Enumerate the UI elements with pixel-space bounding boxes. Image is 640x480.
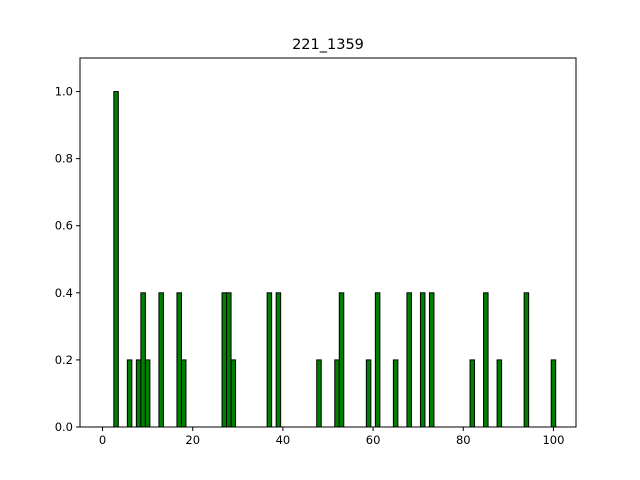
plot-frame <box>79 57 577 428</box>
bar-82 <box>469 359 476 428</box>
bar-88 <box>496 359 503 428</box>
bar-13 <box>158 292 164 428</box>
bar-52 <box>334 359 340 428</box>
y-tick-label: 0.4 <box>55 286 73 300</box>
x-tick-label: 100 <box>542 433 564 447</box>
bar-39 <box>275 292 282 428</box>
x-tick-label: 60 <box>366 433 381 447</box>
y-tick-label: 1.0 <box>55 85 73 99</box>
bar-6 <box>126 359 133 428</box>
x-axis-ticks: 0 20 40 60 80 100 <box>99 427 564 447</box>
bar-61 <box>374 292 381 428</box>
x-tick-label: 0 <box>99 433 106 447</box>
bar-100 <box>550 359 557 428</box>
bar-28 <box>226 292 232 428</box>
y-tick-label: 0.0 <box>55 420 73 434</box>
bar-65 <box>392 359 399 428</box>
bar-9 <box>140 292 146 428</box>
bar-18 <box>180 359 187 428</box>
bar-48 <box>316 359 322 428</box>
bar-73 <box>428 292 435 428</box>
bar-94 <box>523 292 530 428</box>
x-tick-label: 20 <box>185 433 200 447</box>
y-tick-label: 0.6 <box>55 219 73 233</box>
y-axis-ticks: 0.0 0.2 0.4 0.6 0.8 1.0 <box>55 85 80 434</box>
x-tick-label: 40 <box>276 433 291 447</box>
bar-3 <box>113 91 119 428</box>
bar-10 <box>144 359 151 428</box>
bar-37 <box>266 292 273 428</box>
bar-29 <box>230 359 237 428</box>
bar-8 <box>135 359 142 428</box>
chart-title: 221_1359 <box>292 37 364 53</box>
bar-27 <box>221 292 228 428</box>
x-tick-label: 80 <box>456 433 471 447</box>
y-tick-label: 0.8 <box>55 152 73 166</box>
bar-17 <box>176 292 182 428</box>
bar-59 <box>365 359 372 428</box>
y-tick-label: 0.2 <box>55 353 73 367</box>
bar-68 <box>406 292 412 428</box>
bar-71 <box>419 292 426 428</box>
bar-85 <box>483 292 489 428</box>
bar-53 <box>338 292 345 428</box>
